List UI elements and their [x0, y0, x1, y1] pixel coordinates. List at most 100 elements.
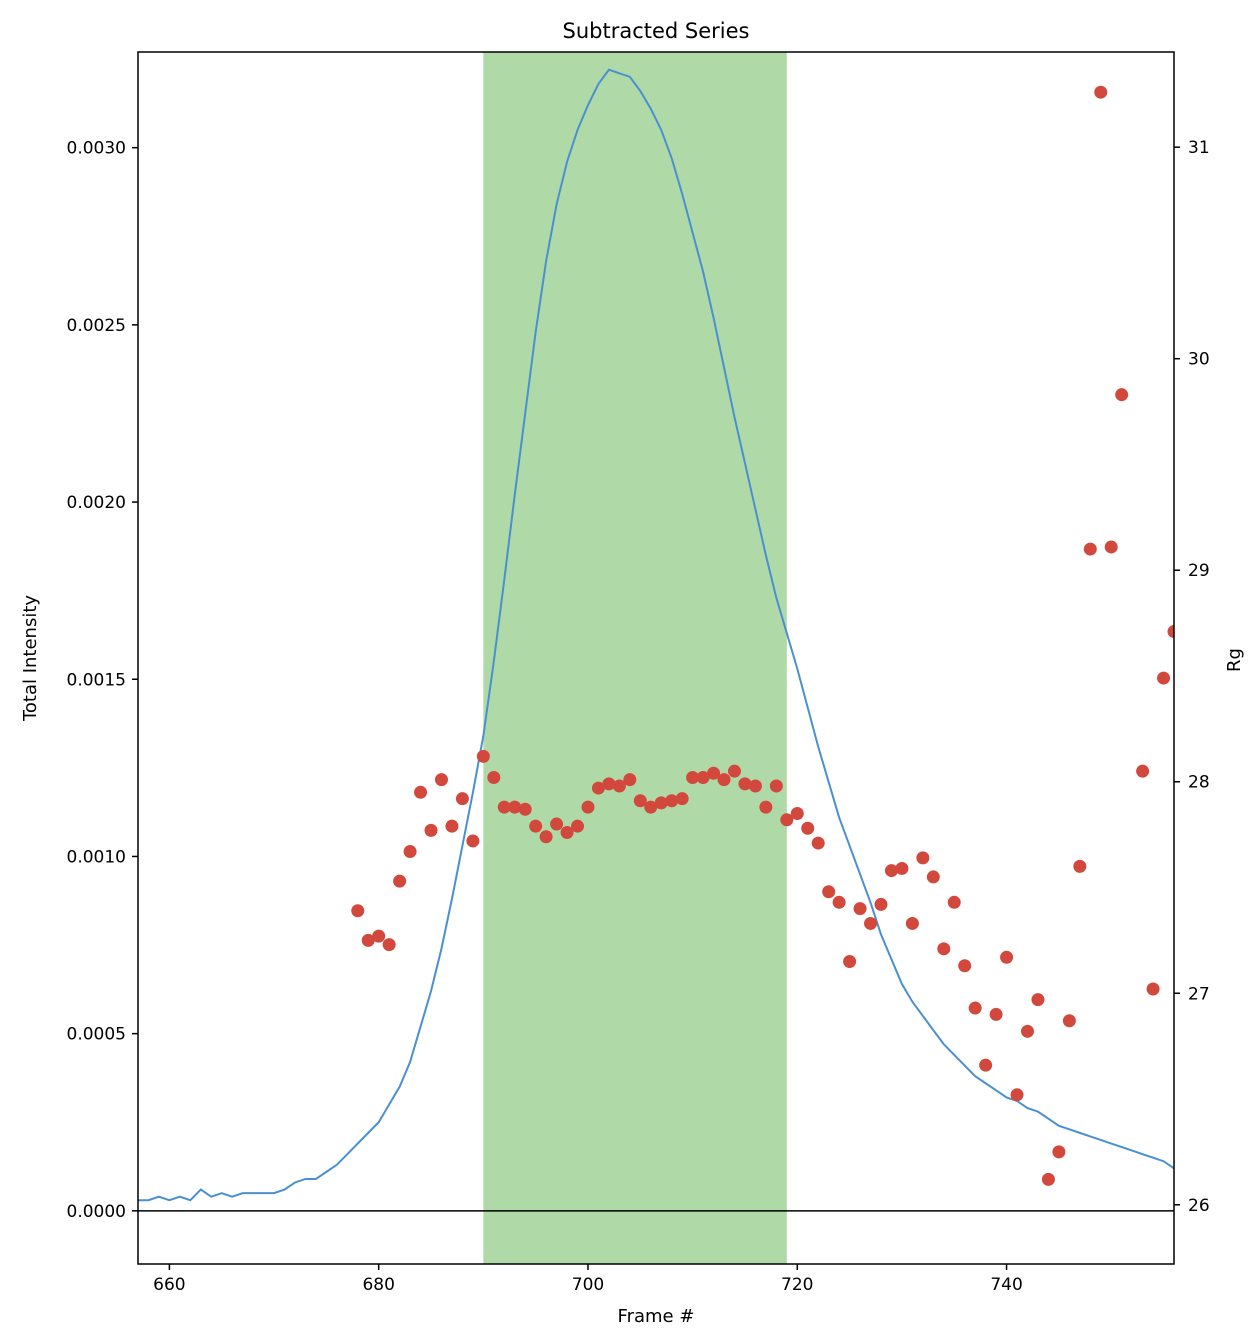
- rg-point: [937, 942, 951, 956]
- rg-point: [372, 929, 386, 943]
- rg-point: [947, 895, 961, 909]
- rg-point: [1146, 982, 1160, 996]
- rg-point: [623, 773, 637, 787]
- rg-point: [612, 779, 626, 793]
- rg-point: [1041, 1172, 1055, 1186]
- rg-point: [1167, 625, 1174, 639]
- rg-point: [529, 819, 543, 833]
- rg-point: [1094, 85, 1108, 99]
- rg-point: [1031, 993, 1045, 1007]
- rg-point: [414, 785, 428, 799]
- rg-point: [738, 777, 752, 791]
- rg-point: [958, 959, 972, 973]
- rg-point: [843, 955, 857, 969]
- y-axis-right: 26 27 28 29 30 31: [1174, 138, 1210, 1216]
- y2-tick-label: 28: [1188, 773, 1210, 793]
- y-tick-label: 0.0010: [67, 847, 126, 867]
- rg-point: [1052, 1145, 1066, 1159]
- rg-point: [853, 902, 867, 916]
- rg-point: [769, 779, 783, 793]
- rg-point: [539, 830, 553, 844]
- chart-title: Subtracted Series: [563, 19, 750, 43]
- rg-point: [1073, 859, 1087, 873]
- y-axis-left: 0.0000 0.0005 0.0010 0.0015 0.0020 0.0025 0.00…: [67, 139, 138, 1222]
- rg-point: [832, 895, 846, 909]
- rg-point: [801, 821, 815, 835]
- x-axis: 660 680 700 720 740: [153, 1264, 1023, 1295]
- rg-point: [476, 749, 490, 763]
- y2-tick-label: 31: [1188, 138, 1210, 158]
- rg-point: [811, 836, 825, 850]
- rg-point: [727, 764, 741, 778]
- x-tick-label: 660: [153, 1275, 185, 1295]
- rg-point: [1115, 388, 1129, 402]
- y-tick-label: 0.0015: [67, 670, 126, 690]
- rg-point: [717, 773, 731, 787]
- rg-point: [905, 916, 919, 930]
- rg-point: [665, 794, 679, 808]
- rg-point: [759, 800, 773, 814]
- rg-point: [874, 897, 888, 911]
- series-line-intensity: [138, 68, 1174, 1202]
- y-tick-label: 0.0020: [67, 493, 126, 513]
- y-axis-label: Total Intensity: [20, 595, 41, 722]
- rg-point: [424, 823, 438, 837]
- plot-frame: [137, 51, 1175, 1265]
- y2-tick-label: 29: [1188, 561, 1210, 581]
- rg-point: [748, 779, 762, 793]
- rg-point: [696, 771, 710, 785]
- rg-point: [393, 874, 407, 888]
- rg-point: [895, 861, 909, 875]
- x-tick-label: 700: [572, 1275, 604, 1295]
- rg-point: [989, 1007, 1003, 1021]
- rg-point: [780, 813, 794, 827]
- rg-point: [633, 794, 647, 808]
- rg-point: [864, 916, 878, 930]
- y-tick-label: 0.0000: [67, 1202, 126, 1222]
- x-tick-label: 680: [362, 1275, 394, 1295]
- rg-point: [466, 834, 480, 848]
- rg-point: [1000, 950, 1014, 964]
- rg-point: [686, 771, 700, 785]
- rg-point: [916, 851, 930, 865]
- rg-point: [403, 845, 417, 859]
- x-tick-label: 720: [781, 1275, 813, 1295]
- highlight-band: [483, 52, 787, 1264]
- y2-tick-label: 26: [1188, 1196, 1210, 1216]
- rg-point: [351, 904, 365, 918]
- rg-point: [1104, 540, 1118, 554]
- rg-point: [1010, 1088, 1024, 1102]
- rg-point: [508, 800, 522, 814]
- rg-point: [979, 1058, 993, 1072]
- y2-tick-label: 30: [1188, 350, 1210, 370]
- rg-point: [968, 1001, 982, 1015]
- rg-point: [675, 792, 689, 806]
- rg-point: [591, 781, 605, 795]
- rg-point: [822, 885, 836, 899]
- rg-point: [926, 870, 940, 884]
- rg-point: [560, 826, 574, 839]
- y-tick-label: 0.0030: [67, 139, 126, 159]
- rg-point: [790, 806, 804, 820]
- y2-tick-label: 27: [1188, 984, 1210, 1004]
- rg-point: [571, 819, 585, 833]
- rg-point: [445, 819, 459, 833]
- rg-point: [884, 864, 898, 878]
- rg-point: [644, 800, 658, 814]
- rg-point: [1157, 671, 1171, 685]
- rg-point: [1083, 542, 1097, 556]
- rg-point: [1136, 764, 1150, 778]
- rg-point: [602, 777, 616, 791]
- rg-point: [382, 938, 396, 952]
- rg-point: [581, 800, 595, 814]
- x-tick-label: 740: [990, 1275, 1022, 1295]
- y-tick-label: 0.0025: [67, 316, 126, 336]
- y-tick-label: 0.0005: [67, 1025, 126, 1045]
- rg-point: [434, 773, 448, 787]
- rg-point: [550, 817, 564, 831]
- y2-axis-label: Rg: [1224, 648, 1245, 672]
- x-axis-label: Frame #: [618, 1306, 695, 1327]
- rg-point: [487, 771, 501, 785]
- rg-point: [1020, 1024, 1034, 1038]
